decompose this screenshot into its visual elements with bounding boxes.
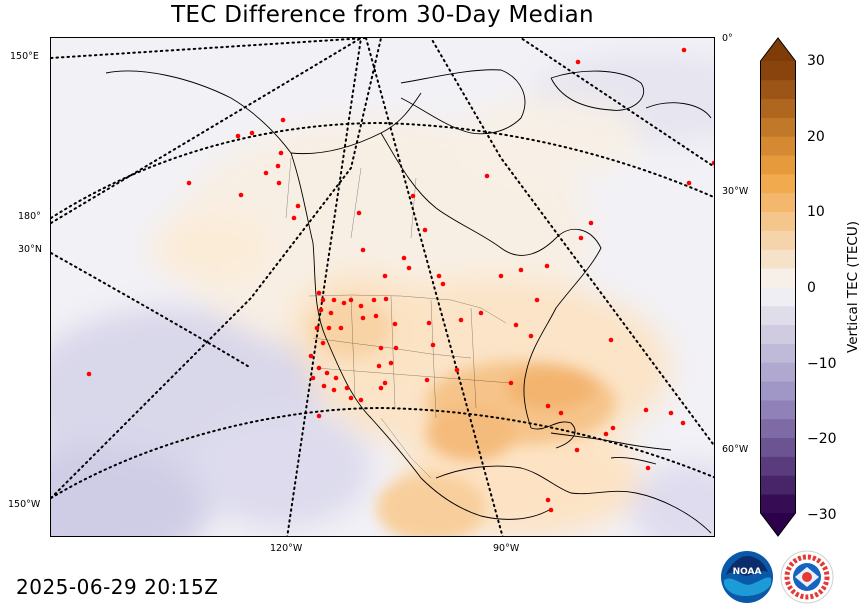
- lon-label-180: 180°: [18, 211, 41, 222]
- lon-label-90w: 90°W: [493, 543, 520, 554]
- colorbar-band: [760, 98, 796, 118]
- colorbar-band: [760, 305, 796, 326]
- lon-label-30w: 30°W: [722, 186, 749, 197]
- colorbar-tick-0: 0: [807, 280, 816, 296]
- political-boundaries: [285, 157, 512, 479]
- tec-map: [50, 37, 715, 537]
- colorbar-band: [760, 456, 796, 476]
- colorbar-band: [760, 174, 796, 194]
- colorbar-band: [760, 136, 796, 156]
- map-title: TEC Difference from 30-Day Median: [171, 2, 594, 28]
- lon-label-120w: 120°W: [270, 543, 303, 554]
- colorbar-band: [760, 381, 796, 401]
- colorbar-tick-neg20: −20: [807, 431, 837, 447]
- lon-label-0: 0°: [722, 33, 733, 44]
- noaa-logo: NOAA: [721, 551, 773, 603]
- lat-label-30n: 30°N: [18, 244, 42, 255]
- colorbar-band: [760, 211, 796, 231]
- colorbar-band: [760, 362, 796, 382]
- lon-label-150w: 150°W: [8, 499, 41, 510]
- colorbar-band: [760, 61, 796, 81]
- lon-label-150e: 150°E: [10, 51, 39, 62]
- colorbar-bands: [760, 38, 796, 536]
- colorbar-band: [760, 192, 796, 213]
- gnss-stations: [86, 47, 714, 513]
- colorbar-band: [760, 287, 796, 307]
- lon-label-60w: 60°W: [722, 444, 749, 455]
- colorbar-band: [760, 437, 796, 457]
- colorbar-extend-max: [760, 38, 796, 61]
- colorbar-band: [760, 324, 796, 344]
- colorbar-tick-30: 30: [807, 53, 825, 69]
- colorbar-band: [760, 117, 796, 137]
- colorbar-tick-10: 10: [807, 204, 825, 220]
- colorbar-band: [760, 343, 796, 363]
- coastlines: [105, 69, 712, 534]
- colorbar-tick-20: 20: [807, 129, 825, 145]
- colorbar-band: [760, 249, 796, 269]
- colorbar-band: [760, 475, 796, 495]
- colorbar-band: [760, 155, 796, 175]
- svg-text:NOAA: NOAA: [733, 567, 762, 577]
- nws-logo: [780, 550, 834, 604]
- timestamp: 2025-06-29 20:15Z: [16, 575, 219, 599]
- colorbar-band: [760, 400, 796, 420]
- colorbar-band: [760, 268, 796, 288]
- graticule: [51, 38, 714, 536]
- colorbar-tick-neg10: −10: [807, 356, 837, 372]
- colorbar-extend-min: [760, 513, 796, 536]
- colorbar-tick-neg30: −30: [807, 507, 837, 523]
- colorbar-band: [760, 230, 796, 250]
- colorbar-outline: [760, 37, 796, 537]
- colorbar-band: [760, 494, 796, 514]
- colorbar-label: Vertical TEC (TECU): [845, 221, 861, 353]
- colorbar-band: [760, 79, 796, 100]
- colorbar-band: [760, 418, 796, 439]
- map-svg: [51, 38, 714, 536]
- colorbar: [760, 37, 796, 537]
